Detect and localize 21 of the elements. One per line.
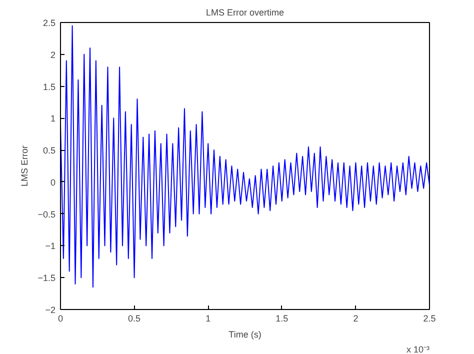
- x-tick-label: 1.5: [276, 314, 288, 324]
- y-tick-label: −0.5: [38, 209, 56, 220]
- y-tick-label: 1.5: [42, 82, 56, 92]
- chart-title: LMS Error overtime: [206, 8, 284, 18]
- y-tick-label: 0: [50, 177, 56, 188]
- y-tick-label: 1: [50, 114, 56, 124]
- y-tick-label: −2: [45, 305, 56, 315]
- x-tick-label: 2.5: [423, 314, 436, 324]
- y-tick-label: −1.5: [38, 273, 56, 284]
- y-tick-label: 0.5: [42, 146, 56, 156]
- text: x 10⁻³: [406, 344, 430, 354]
- line-series: [60, 25, 430, 288]
- y-axis-title: LMS Error: [20, 145, 30, 187]
- y-tick-label: 2.5: [42, 18, 56, 28]
- y-tick-label: 2: [50, 50, 56, 60]
- y-tick-label: −1: [45, 241, 56, 252]
- x-tick-label: 1: [206, 314, 211, 324]
- x-tick-label: 0.5: [128, 314, 141, 324]
- x-tick-label: 0: [58, 314, 64, 324]
- x-tick-label: 2: [353, 314, 358, 324]
- x-axis-title: Time (s): [228, 330, 262, 340]
